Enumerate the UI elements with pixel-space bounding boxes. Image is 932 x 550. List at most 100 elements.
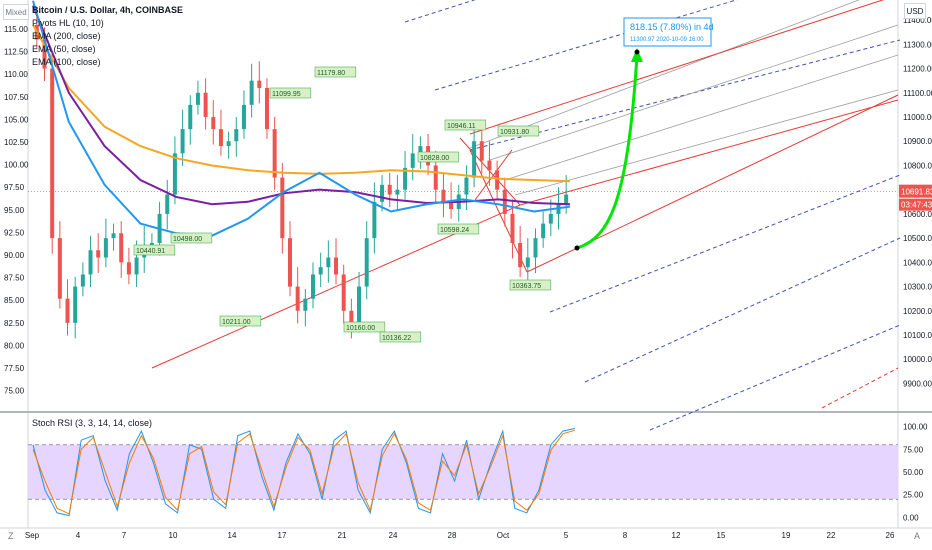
- candle-body: [334, 257, 339, 275]
- rsi-tick-label: 0.00: [903, 513, 919, 522]
- candle-body: [472, 141, 477, 178]
- time-tick-label: 10: [169, 531, 178, 540]
- time-tick-label: 24: [389, 531, 398, 540]
- pivot-label-box: [417, 151, 460, 163]
- channel-gray-line: [504, 54, 899, 181]
- channel-anchor-line: [459, 137, 521, 206]
- candle-body: [564, 194, 569, 205]
- pivot-label: 11179.80: [317, 70, 345, 77]
- ema-line: [32, 5, 571, 206]
- candle-body: [287, 238, 292, 287]
- candle-body: [410, 153, 415, 168]
- left-scale-tick-label: 75.00: [4, 387, 25, 396]
- pivot-label: 10211.00: [222, 319, 251, 326]
- candle-body: [195, 92, 200, 105]
- zoom-icon[interactable]: Z: [8, 531, 14, 541]
- candle-body: [372, 201, 377, 239]
- candle-body: [318, 267, 323, 275]
- pivot-label-box: [170, 232, 213, 244]
- candle-body: [326, 257, 331, 268]
- candle-body: [88, 250, 93, 275]
- candle-body: [380, 184, 385, 202]
- channel-middle-line: [519, 99, 899, 206]
- candle-body: [165, 194, 170, 214]
- pivot-label: 11099.95: [272, 91, 301, 98]
- price-tick-label: 10800.00: [903, 161, 932, 170]
- mixed-scale-button[interactable]: Mixed: [3, 4, 29, 20]
- left-scale-tick-label: 115.00: [4, 25, 28, 34]
- candle-body: [548, 213, 553, 224]
- candle-body: [495, 170, 500, 190]
- candle-body: [364, 238, 369, 287]
- channel-dashed-red-line: [821, 367, 899, 409]
- left-scale-tick-label: 77.50: [4, 364, 25, 373]
- candle-body: [226, 141, 231, 147]
- candle-body: [487, 160, 492, 171]
- left-scale-tick-label: 82.50: [4, 319, 25, 328]
- candle-body: [103, 238, 108, 258]
- channel-dashed-line: [649, 324, 901, 431]
- candle-body: [387, 184, 392, 195]
- pivot-label: 10598.24: [440, 227, 469, 234]
- candle-body: [42, 39, 47, 69]
- candle-body: [349, 310, 354, 323]
- time-tick-label: 4: [76, 531, 81, 540]
- candle-body: [525, 257, 530, 268]
- indicator-ema-200[interactable]: EMA (200, close): [32, 31, 101, 41]
- ema-line: [32, 24, 571, 183]
- price-tick-label: 11400.00: [903, 16, 932, 25]
- candle-body: [502, 189, 507, 214]
- candle-body: [234, 129, 239, 142]
- candle-body: [464, 177, 469, 195]
- candle-body: [111, 233, 116, 239]
- indicator-ema-50[interactable]: EMA (50, close): [32, 44, 96, 54]
- left-scale-tick-label: 105.00: [4, 115, 29, 124]
- pivot-label: 10931.80: [500, 129, 529, 136]
- pivot-label-box: [133, 244, 176, 256]
- candle-body: [264, 87, 269, 130]
- price-tick-label: 10600.00: [903, 210, 932, 219]
- auto-scale-icon[interactable]: A: [914, 531, 921, 541]
- currency-button[interactable]: USD: [904, 3, 926, 19]
- price-tick-label: 10000.00: [903, 355, 932, 364]
- candle-body: [241, 104, 246, 130]
- projection-arrowhead: [631, 48, 643, 62]
- price-tick-label: 10500.00: [903, 234, 932, 243]
- time-tick-label: Oct: [497, 531, 510, 540]
- pivot-label-box: [444, 119, 487, 131]
- left-scale-tick-label: 80.00: [4, 341, 25, 350]
- price-tick-label: 10200.00: [903, 307, 932, 316]
- projection-callout-subtitle: 11300.97 2020-10-09 16:00: [630, 37, 704, 43]
- indicator-ema-100[interactable]: EMA (100, close): [32, 57, 101, 67]
- time-tick-label: Sep: [25, 531, 40, 540]
- price-tick-label: 11200.00: [903, 65, 932, 74]
- candle-body: [418, 146, 423, 154]
- time-tick-label: 8: [623, 531, 628, 540]
- left-scale-tick-label: 95.00: [4, 206, 25, 215]
- candle-body: [218, 129, 223, 147]
- price-tick-label: 11300.00: [903, 40, 932, 49]
- projection-end-point: [634, 49, 640, 55]
- indicator-pivots[interactable]: Pivots HL (10, 10): [32, 18, 104, 28]
- channel-dashed-line: [584, 237, 901, 383]
- pivot-label: 10946.11: [447, 123, 476, 130]
- price-tick-label: 11100.00: [903, 89, 932, 98]
- price-tick-label: 10100.00: [903, 331, 932, 340]
- rsi-tick-label: 50.00: [903, 468, 924, 477]
- candle-body: [149, 242, 154, 246]
- pivot-label-box: [269, 87, 312, 99]
- pivot-label-box: [314, 66, 357, 78]
- pivot-label-box: [343, 321, 386, 333]
- candle-body: [119, 233, 124, 263]
- price-tick-label: 11000.00: [903, 113, 932, 122]
- time-tick-label: 28: [448, 531, 457, 540]
- pivot-label-box: [379, 331, 422, 343]
- price-tick-label: 10300.00: [903, 283, 932, 292]
- channel-anchor-line: [469, 149, 528, 273]
- candle-body: [96, 250, 101, 258]
- time-tick-label: 17: [278, 531, 287, 540]
- left-scale-tick-label: 90.00: [4, 251, 25, 260]
- time-tick-label: 19: [782, 531, 791, 540]
- pivot-label: 10828.00: [420, 155, 449, 162]
- projection-callout-box: [623, 17, 712, 47]
